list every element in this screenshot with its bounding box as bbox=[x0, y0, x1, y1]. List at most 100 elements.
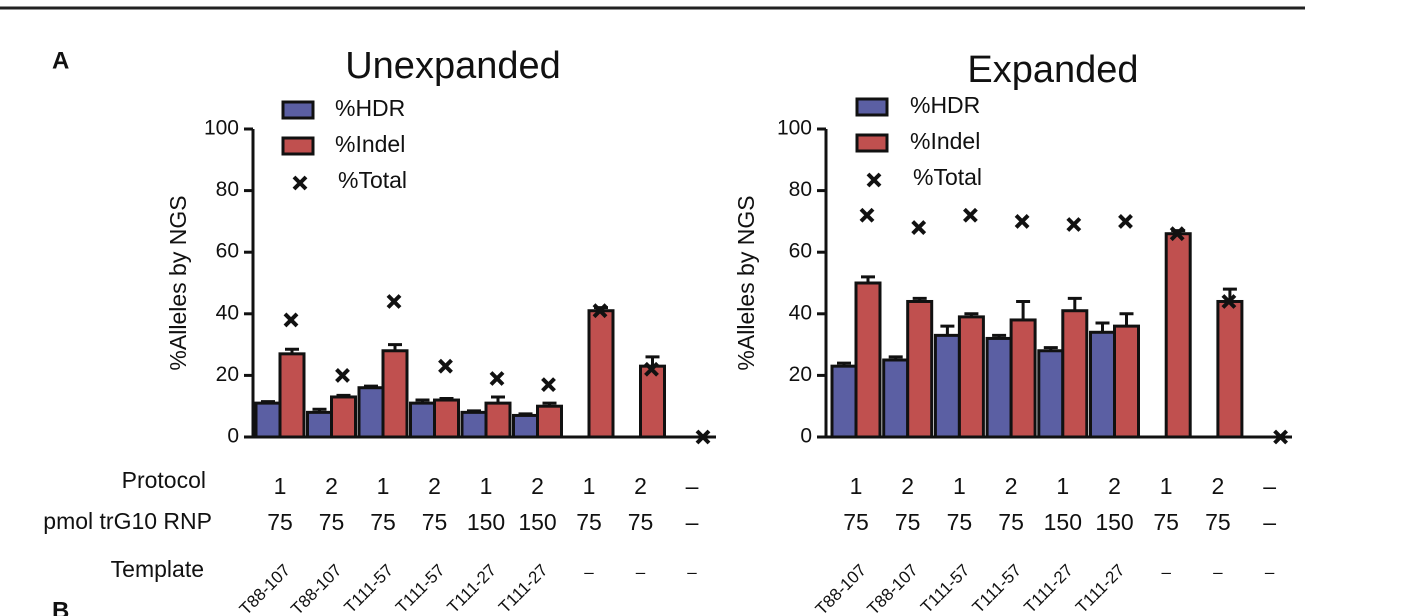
rnp-label: – bbox=[1263, 509, 1276, 535]
bar bbox=[433, 398, 460, 439]
bar bbox=[957, 315, 985, 439]
legend-label: %Indel bbox=[335, 131, 405, 157]
bar bbox=[1009, 318, 1037, 439]
y-axis-label: %Alleles by NGS bbox=[165, 195, 191, 370]
total-marker bbox=[1273, 429, 1289, 445]
bar bbox=[1089, 330, 1116, 439]
bar bbox=[639, 364, 666, 439]
template-label: T88-107 bbox=[287, 561, 345, 616]
rnp-label: 75 bbox=[422, 509, 448, 535]
bar bbox=[512, 413, 539, 439]
protocol-label: 2 bbox=[1108, 473, 1121, 499]
bar bbox=[278, 352, 306, 439]
rnp-label: 150 bbox=[1095, 509, 1133, 535]
y-tick-label: 100 bbox=[777, 117, 812, 140]
y-tick-label: 60 bbox=[789, 240, 812, 263]
rnp-label: 75 bbox=[1205, 509, 1231, 535]
panel-label: A bbox=[52, 47, 69, 74]
total-marker bbox=[962, 207, 978, 223]
bar bbox=[830, 364, 858, 439]
rnp-label: 75 bbox=[1153, 509, 1179, 535]
rnp-label: 150 bbox=[1044, 509, 1082, 535]
bar bbox=[254, 401, 282, 439]
bar bbox=[1164, 232, 1192, 439]
rnp-label: 75 bbox=[843, 509, 869, 535]
bar bbox=[587, 309, 615, 439]
bar bbox=[357, 386, 385, 439]
bar bbox=[409, 401, 436, 439]
protocol-label: – bbox=[686, 473, 699, 499]
template-label: T111-57 bbox=[969, 561, 1025, 616]
bar bbox=[330, 395, 357, 439]
rnp-label: – bbox=[686, 509, 699, 535]
total-marker bbox=[386, 294, 402, 309]
total-marker bbox=[1221, 294, 1237, 309]
total-marker bbox=[438, 358, 453, 374]
template-label: – bbox=[636, 562, 646, 581]
y-tick-label: 0 bbox=[800, 425, 812, 448]
y-tick-label: 40 bbox=[216, 301, 239, 324]
rnp-label: 150 bbox=[518, 509, 556, 535]
legend-swatch bbox=[855, 97, 889, 117]
row-label: Protocol bbox=[122, 467, 206, 493]
bar bbox=[1037, 349, 1065, 439]
bar bbox=[882, 358, 910, 439]
y-tick-label: 20 bbox=[216, 363, 239, 386]
total-marker bbox=[1014, 213, 1030, 229]
protocol-label: 2 bbox=[325, 473, 338, 499]
rnp-label: 150 bbox=[467, 509, 505, 535]
rnp-label: 75 bbox=[370, 509, 396, 535]
y-tick-label: 80 bbox=[789, 178, 812, 201]
legend-label: %HDR bbox=[335, 95, 405, 121]
total-marker bbox=[644, 361, 659, 377]
bar bbox=[854, 281, 882, 439]
total-marker bbox=[695, 429, 711, 445]
protocol-label: 1 bbox=[377, 473, 390, 499]
y-tick-label: 0 bbox=[227, 425, 239, 448]
legend-swatch bbox=[855, 133, 889, 153]
bar bbox=[933, 333, 961, 439]
protocol-label: 1 bbox=[1056, 473, 1069, 499]
total-marker bbox=[283, 312, 299, 328]
bar bbox=[381, 349, 409, 439]
chart-title: Unexpanded bbox=[345, 45, 561, 87]
total-marker bbox=[859, 207, 875, 223]
total-marker bbox=[489, 371, 505, 386]
template-label: T111-27 bbox=[1072, 561, 1128, 616]
legend-marker bbox=[866, 172, 882, 188]
protocol-label: 1 bbox=[850, 473, 863, 499]
bar bbox=[460, 410, 488, 439]
bar bbox=[985, 336, 1013, 439]
row-label: Template bbox=[111, 556, 204, 582]
template-label: – bbox=[1265, 562, 1275, 581]
total-marker bbox=[592, 303, 608, 319]
template-label: – bbox=[1213, 562, 1223, 581]
bar bbox=[306, 410, 333, 439]
protocol-label: 2 bbox=[428, 473, 441, 499]
rnp-label: 75 bbox=[947, 509, 973, 535]
y-axis-label: %Alleles by NGS bbox=[733, 195, 759, 370]
legend-label: %Total bbox=[338, 167, 407, 193]
error-bar bbox=[1067, 296, 1082, 311]
row-label: pmol trG10 RNP bbox=[43, 508, 212, 534]
rnp-label: 75 bbox=[267, 509, 293, 535]
total-marker bbox=[541, 377, 556, 393]
total-marker bbox=[1066, 217, 1082, 232]
rnp-label: 75 bbox=[895, 509, 921, 535]
template-label: T111-27 bbox=[495, 561, 551, 616]
bar bbox=[906, 299, 934, 439]
error-bar bbox=[1095, 321, 1110, 333]
legend-marker bbox=[292, 175, 308, 191]
template-label: T88-107 bbox=[863, 561, 921, 616]
rnp-label: 75 bbox=[576, 509, 602, 535]
chart-title: Expanded bbox=[967, 49, 1138, 91]
legend-label: %HDR bbox=[910, 92, 980, 118]
template-label: T111-27 bbox=[1020, 561, 1076, 616]
bar bbox=[1216, 299, 1244, 439]
y-tick-label: 100 bbox=[204, 117, 239, 140]
total-marker bbox=[335, 367, 350, 383]
total-marker bbox=[1169, 226, 1185, 242]
rnp-label: 75 bbox=[319, 509, 345, 535]
template-label: T111-57 bbox=[392, 561, 448, 616]
protocol-label: – bbox=[1263, 473, 1276, 499]
